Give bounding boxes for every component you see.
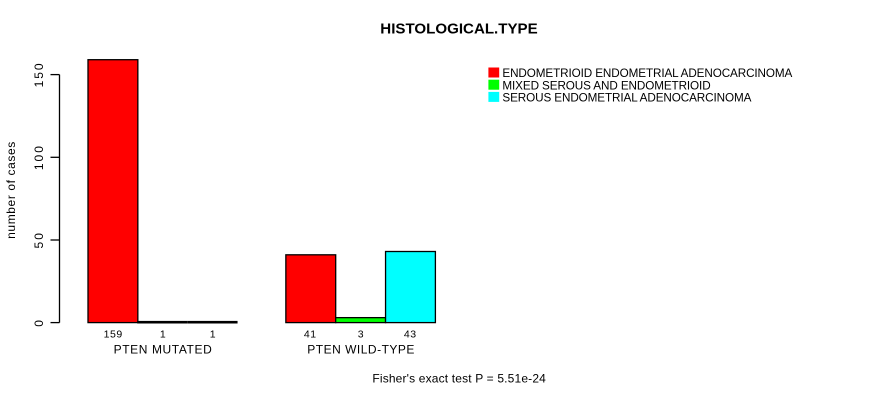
svg-text:43: 43 xyxy=(404,329,417,341)
svg-text:number of cases: number of cases xyxy=(4,141,18,239)
svg-text:41: 41 xyxy=(304,329,317,341)
svg-text:50: 50 xyxy=(32,231,46,248)
svg-text:100: 100 xyxy=(32,144,46,170)
svg-text:MIXED SEROUS AND ENDOMETRIOID: MIXED SEROUS AND ENDOMETRIOID xyxy=(502,79,710,92)
svg-text:ENDOMETRIOID ENDOMETRIAL ADENO: ENDOMETRIOID ENDOMETRIAL ADENOCARCINOMA xyxy=(502,67,792,80)
svg-text:SEROUS ENDOMETRIAL ADENOCARCIN: SEROUS ENDOMETRIAL ADENOCARCINOMA xyxy=(502,92,751,105)
svg-text:1: 1 xyxy=(210,329,216,341)
svg-text:Fisher's exact test P = 5.51e-: Fisher's exact test P = 5.51e-24 xyxy=(372,372,546,386)
svg-text:HISTOLOGICAL.TYPE: HISTOLOGICAL.TYPE xyxy=(380,21,537,38)
svg-text:1: 1 xyxy=(160,329,166,341)
svg-text:159: 159 xyxy=(104,329,123,341)
svg-text:3: 3 xyxy=(358,329,364,341)
svg-text:0: 0 xyxy=(32,318,46,327)
svg-text:PTEN MUTATED: PTEN MUTATED xyxy=(114,343,213,357)
svg-text:PTEN WILD-TYPE: PTEN WILD-TYPE xyxy=(307,343,415,357)
svg-text:150: 150 xyxy=(32,61,46,87)
